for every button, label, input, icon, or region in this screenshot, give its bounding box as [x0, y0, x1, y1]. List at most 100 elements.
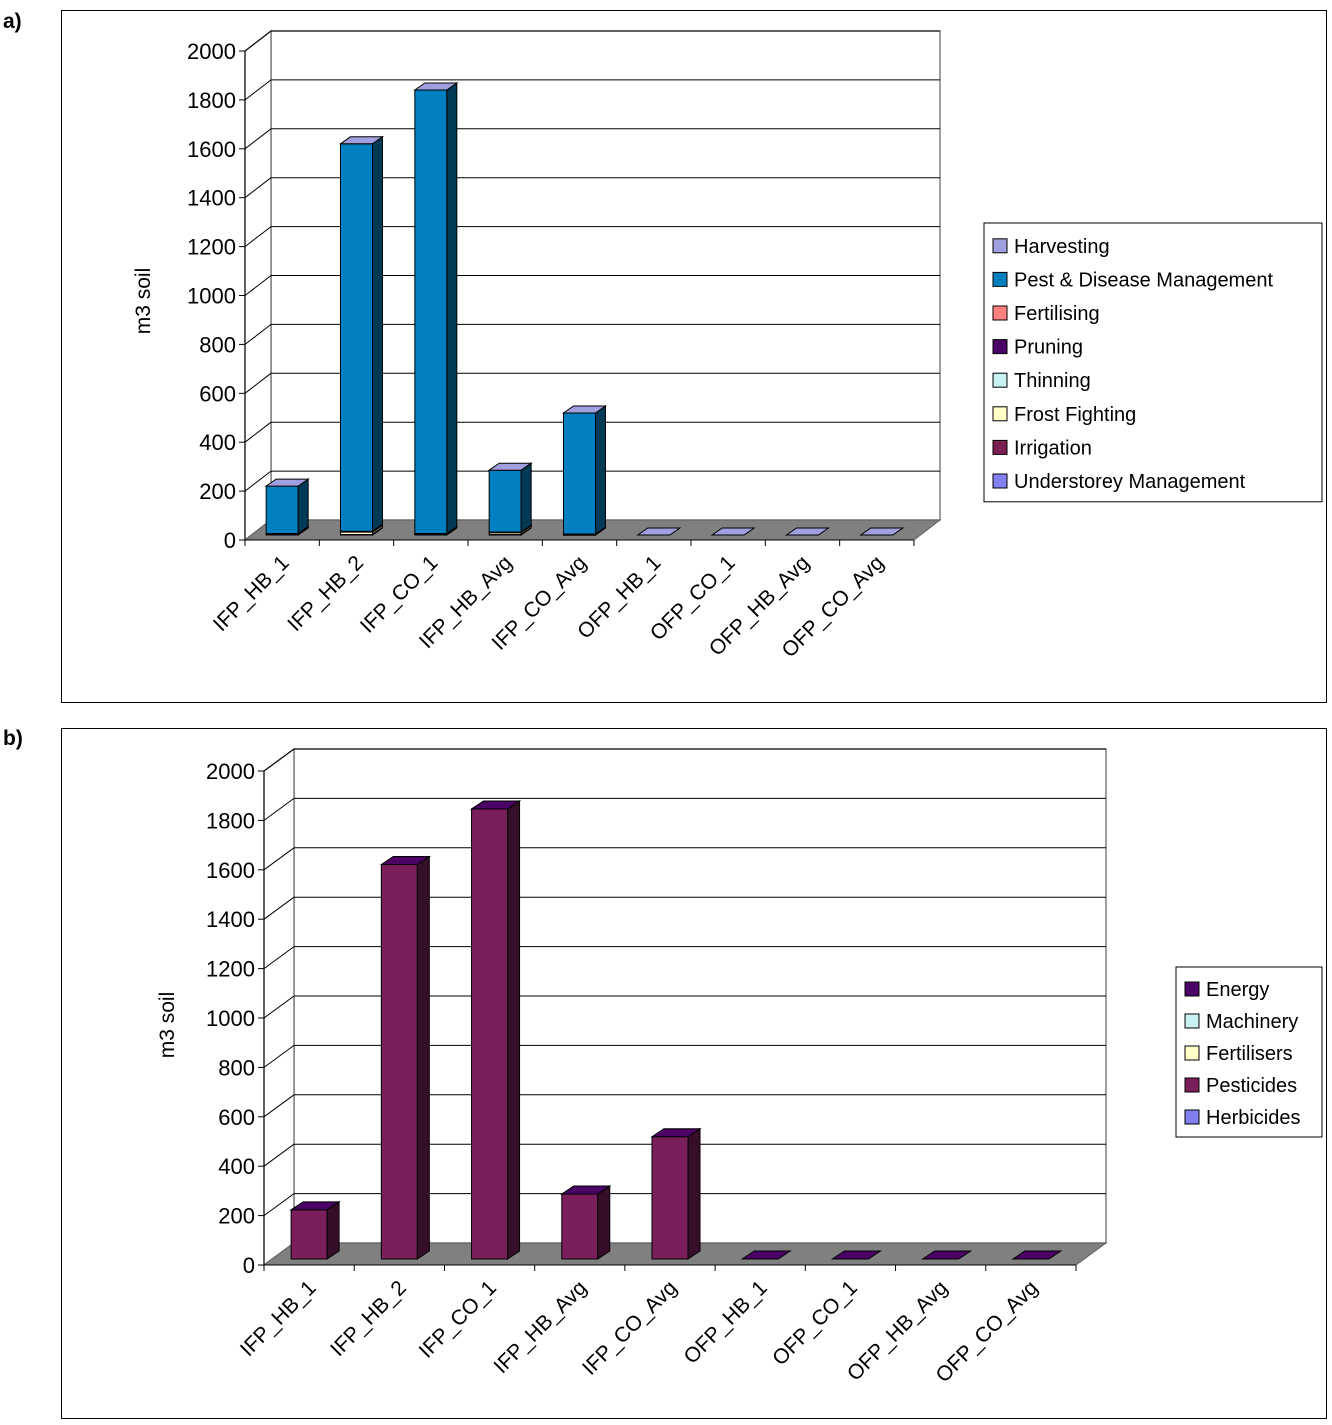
- chart-b-gridline-side: [263, 847, 295, 871]
- chart-a-bar-top: [859, 527, 905, 536]
- chart-a-y-tick-label: 800: [199, 332, 236, 357]
- chart-b-x-tick-label: IFP_CO_Avg: [578, 1276, 681, 1379]
- chart-a-y-tick-label: 1000: [187, 284, 236, 309]
- chart-a-legend-label: Thinning: [1014, 370, 1091, 392]
- chart-a-gridline-side: [244, 226, 272, 247]
- chart-a-bar-side: [520, 462, 532, 534]
- chart-a-y-tick-label: 1200: [187, 235, 236, 260]
- chart-a-bar-top: [710, 527, 756, 536]
- chart-b-x-tick-label: IFP_HB_1: [236, 1276, 321, 1361]
- chart-b-y-tick-label: 1600: [206, 858, 255, 883]
- chart-a-bar-side: [297, 478, 309, 535]
- chart-a-bar-top: [784, 527, 831, 536]
- chart-b-legend-swatch: [1184, 1077, 1200, 1093]
- chart-a-y-tick-label: 2000: [187, 39, 236, 64]
- chart-a-bar-segment: [488, 469, 522, 533]
- chart-b-y-axis-label: m3 soil: [156, 992, 179, 1059]
- chart-b-y-tick-label: 600: [218, 1105, 255, 1130]
- chart-b-bar-segment: [471, 808, 509, 1260]
- chart-b-x-tick-label: OFP_CO_1: [768, 1276, 862, 1370]
- chart-b-y-tick-label: 1400: [206, 907, 255, 932]
- chart-frame-a: 0 200 400 600 800 1000 1200 1400 1600 1800 2000 IFP…: [61, 10, 1327, 703]
- chart-a-legend: [983, 222, 1323, 503]
- chart-b-gridline-side: [263, 995, 295, 1019]
- chart-b-bar-segment: [561, 1193, 599, 1260]
- chart-a-legend-label: Understorey Management: [1014, 471, 1246, 493]
- chart-a-legend-swatch: [992, 372, 1008, 388]
- chart-b-legend-swatch: [1184, 1013, 1200, 1029]
- chart-a-legend-swatch: [992, 271, 1008, 287]
- chart-b-bar-segment: [380, 864, 418, 1260]
- chart-b-gridline-side: [263, 1143, 295, 1167]
- chart-b-bar-side: [597, 1185, 611, 1260]
- chart-b-y-tick-label: 200: [218, 1204, 255, 1229]
- chart-b-bar-top: [650, 1128, 702, 1138]
- chart-a-gridline-side: [244, 30, 272, 52]
- chart-a-x-tick-label: IFP_HB_2: [283, 551, 368, 636]
- chart-a-y-tick-label: 200: [199, 479, 236, 504]
- chart-a-legend-swatch: [992, 305, 1008, 321]
- chart-b-gridline-side: [263, 748, 295, 772]
- chart-b-y-tick-label: 2000: [206, 759, 255, 784]
- chart-b-bar-top: [469, 800, 522, 810]
- chart-a-bar-top: [413, 82, 459, 91]
- chart-b-bar-top: [379, 856, 431, 866]
- chart-b-y-tick-label: 400: [218, 1154, 255, 1179]
- chart-b-bar-side: [507, 800, 521, 1260]
- chart-b-y-tick-label: 800: [218, 1055, 255, 1080]
- panel-label-b: b): [3, 727, 23, 750]
- chart-a-x-tick-label: IFP_HB_1: [209, 551, 294, 636]
- chart-a-legend-label: Irrigation: [1014, 437, 1092, 459]
- chart-b-y-tick-label: 1000: [206, 1006, 255, 1031]
- chart-a-legend-swatch: [992, 439, 1008, 455]
- chart-a-gridline-side: [244, 372, 272, 394]
- chart-a-y-axis-label: m3 soil: [132, 268, 155, 335]
- chart-b-svg: 0 200 400 600 800 1000 1200 1400 1600 1800 2000 IFP…: [156, 747, 1323, 1387]
- chart-a-bar-top: [338, 136, 385, 145]
- chart-b-legend-label: Energy: [1206, 979, 1269, 1001]
- chart-b-legend: [1175, 966, 1323, 1138]
- chart-a-bar-segment: [414, 89, 448, 535]
- chart-a-bar-segment: [340, 143, 373, 532]
- chart-b-legend-swatch: [1184, 1045, 1200, 1061]
- chart-a-y-tick-label: 400: [199, 430, 236, 455]
- chart-a-legend-swatch: [992, 339, 1008, 355]
- chart-b-legend-label: Fertilisers: [1206, 1043, 1293, 1065]
- chart-b-y-tick-label: 0: [243, 1253, 255, 1278]
- chart-a-y-tick-label: 0: [224, 528, 236, 553]
- chart-a-legend-swatch: [992, 238, 1008, 254]
- chart-b-bar-side: [416, 855, 430, 1260]
- chart-b-bar-top: [1011, 1250, 1063, 1260]
- chart-a-legend-label: Fertilising: [1014, 303, 1100, 325]
- chart-b-legend-label: Pesticides: [1206, 1075, 1297, 1097]
- chart-b-bar-top: [830, 1250, 883, 1260]
- chart-a-gridline-side: [244, 275, 272, 296]
- chart-b-legend-label: Machinery: [1206, 1011, 1298, 1033]
- chart-b-x-tick-label: IFP_HB_2: [326, 1276, 411, 1361]
- chart-b-x-tick-label: IFP_CO_1: [415, 1276, 501, 1362]
- chart-b-gridline-side: [263, 1094, 295, 1118]
- chart-a-legend-label: Harvesting: [1014, 236, 1110, 258]
- chart-b-legend-swatch: [1184, 1109, 1200, 1125]
- chart-b-y-tick-label: 1200: [206, 957, 255, 982]
- chart-b-bar-top: [921, 1250, 973, 1260]
- chart-b-gridline-side: [263, 946, 295, 970]
- chart-a-bar-side: [595, 405, 606, 535]
- chart-a-gridline-side: [244, 128, 272, 150]
- chart-b-legend-swatch: [1184, 981, 1200, 997]
- chart-a-legend-label: Frost Fighting: [1014, 404, 1136, 426]
- chart-a-y-tick-label: 1800: [187, 88, 236, 113]
- chart-a-y-tick-label: 1400: [187, 186, 236, 211]
- chart-a-legend-label: Pruning: [1014, 337, 1083, 359]
- chart-a-legend-swatch: [992, 406, 1008, 422]
- chart-b-x-tick-label: OFP_HB_1: [680, 1276, 772, 1368]
- chart-b-y-tick-label: 1800: [206, 808, 255, 833]
- panel-label-a: a): [3, 10, 22, 33]
- chart-b-bar-side: [326, 1200, 340, 1260]
- chart-a-svg: 0 200 400 600 800 1000 1200 1400 1600 1800 2000 IFP…: [132, 29, 1323, 662]
- chart-a-legend-swatch: [992, 473, 1008, 489]
- chart-b-bar-segment: [290, 1209, 328, 1260]
- chart-a-bar-segment: [265, 485, 299, 535]
- chart-a-y-tick-label: 600: [199, 381, 236, 406]
- chart-a-gridline-side: [244, 79, 272, 101]
